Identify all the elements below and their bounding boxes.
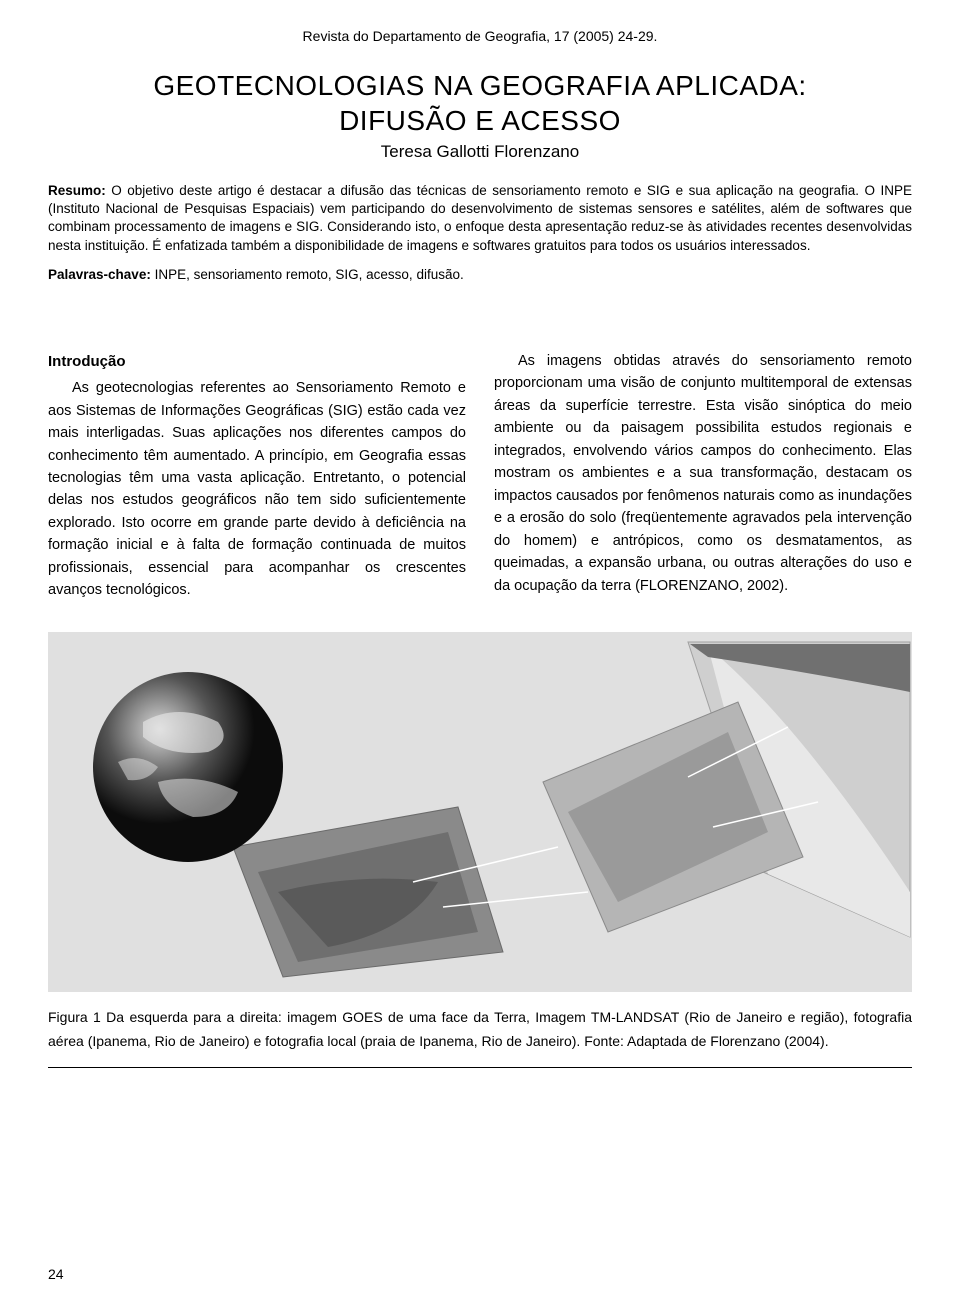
column-left: Introdução As geotecnologias referentes …	[48, 350, 466, 602]
abstract-text: O objetivo deste artigo é destacar a dif…	[48, 183, 912, 253]
keywords-label: Palavras-chave:	[48, 267, 151, 282]
article-title: GEOTECNOLOGIAS NA GEOGRAFIA APLICADA: DI…	[48, 68, 912, 138]
intro-paragraph-left: As geotecnologias referentes ao Sensoria…	[48, 377, 466, 602]
intro-heading: Introdução	[48, 350, 466, 373]
title-line-2: DIFUSÃO E ACESSO	[339, 105, 621, 136]
author-name: Teresa Gallotti Florenzano	[48, 142, 912, 162]
column-right: As imagens obtidas através do sensoriame…	[494, 350, 912, 602]
keywords-text: INPE, sensoriamento remoto, SIG, acesso,…	[151, 267, 464, 282]
figure-1	[48, 632, 912, 992]
figure-caption: Figura 1 Da esquerda para a direita: ima…	[48, 1006, 912, 1054]
journal-header: Revista do Departamento de Geografia, 17…	[48, 28, 912, 44]
body-columns: Introdução As geotecnologias referentes …	[48, 350, 912, 602]
abstract: Resumo: O objetivo deste artigo é destac…	[48, 182, 912, 255]
figure-svg	[48, 632, 912, 992]
abstract-label: Resumo:	[48, 183, 106, 198]
intro-paragraph-right: As imagens obtidas através do sensoriame…	[494, 350, 912, 597]
page-number: 24	[48, 1266, 64, 1282]
footer-rule	[48, 1067, 912, 1068]
keywords: Palavras-chave: INPE, sensoriamento remo…	[48, 267, 912, 282]
title-line-1: GEOTECNOLOGIAS NA GEOGRAFIA APLICADA:	[153, 70, 806, 101]
